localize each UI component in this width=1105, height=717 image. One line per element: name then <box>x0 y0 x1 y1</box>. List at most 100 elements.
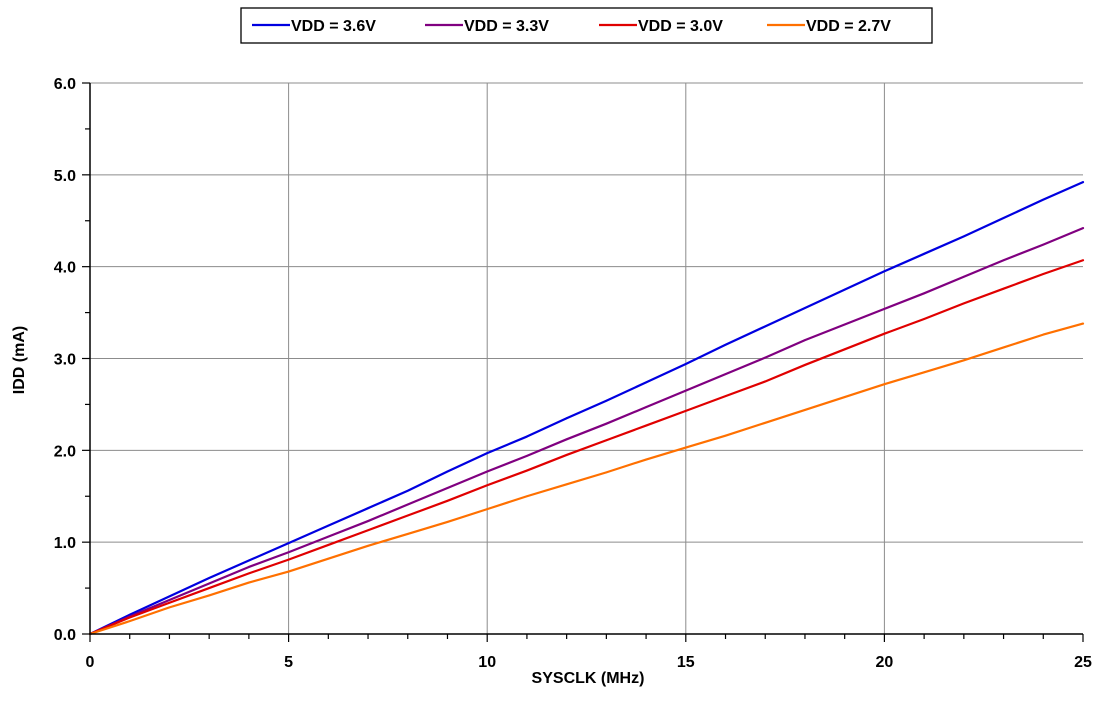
data-point <box>645 406 647 409</box>
data-point <box>645 381 647 384</box>
data-point <box>1082 227 1084 229</box>
data-point <box>764 356 767 359</box>
data-point <box>168 601 171 604</box>
data-point <box>486 452 489 454</box>
data-point <box>843 288 846 291</box>
data-point <box>1002 346 1005 349</box>
grid <box>90 82 1083 634</box>
y-tick-label: 2.0 <box>54 443 76 460</box>
data-point <box>962 235 965 238</box>
data-point <box>724 395 727 398</box>
data-point <box>1002 259 1005 262</box>
data-point <box>526 495 528 498</box>
data-point <box>208 577 211 579</box>
data-point <box>208 587 211 589</box>
y-tick-label: 6.0 <box>54 76 76 93</box>
data-point <box>247 581 250 584</box>
data-point <box>843 323 846 326</box>
data-point <box>764 421 767 424</box>
data-point <box>406 503 409 506</box>
data-point <box>923 318 926 320</box>
data-point <box>168 595 171 598</box>
data-point <box>804 364 806 366</box>
data-point <box>247 559 250 562</box>
x-axis-title: SYSCLK (MHz) <box>532 670 645 687</box>
data-point <box>724 343 727 346</box>
data-point <box>406 489 409 492</box>
data-point <box>883 332 886 335</box>
data-point <box>287 551 290 554</box>
data-point <box>843 348 846 351</box>
data-point <box>684 389 687 392</box>
data-point <box>883 270 886 273</box>
axes <box>82 82 1084 642</box>
data-point <box>962 359 965 362</box>
series-line-4 <box>88 322 1085 636</box>
data-point <box>526 435 528 438</box>
data-point <box>923 252 926 255</box>
data-point <box>724 434 727 437</box>
data-point <box>923 292 926 295</box>
series-line-2 <box>88 227 1085 636</box>
data-point <box>1042 243 1045 246</box>
series-line-1 <box>88 181 1085 636</box>
data-point <box>128 613 131 616</box>
data-point <box>1042 198 1045 201</box>
data-point <box>208 594 211 597</box>
data-point <box>446 521 449 523</box>
data-point <box>406 533 409 535</box>
data-point <box>327 524 330 527</box>
data-point <box>923 371 926 374</box>
data-point <box>486 508 489 511</box>
data-point <box>486 470 489 473</box>
data-point <box>605 439 608 442</box>
data-point <box>327 544 330 546</box>
data-point <box>168 606 171 609</box>
data-point <box>367 529 369 532</box>
data-point <box>764 325 767 328</box>
y-axis-title: IDD (mA) <box>11 326 28 394</box>
data-point <box>446 487 449 489</box>
x-tick-label: 15 <box>677 654 695 671</box>
data-point <box>1042 273 1045 275</box>
data-point <box>684 363 687 365</box>
data-point <box>804 409 806 411</box>
x-tick-label: 20 <box>876 654 894 671</box>
series-line-3 <box>88 259 1085 636</box>
data-point <box>367 507 369 510</box>
data-point <box>247 566 250 568</box>
data-point <box>287 570 290 573</box>
data-point <box>962 302 965 305</box>
data-point <box>367 544 369 547</box>
data-point <box>1002 287 1005 290</box>
x-tick-label: 5 <box>284 654 293 671</box>
y-tick-label: 4.0 <box>54 260 76 277</box>
data-point <box>843 396 846 398</box>
data-point <box>565 417 568 420</box>
data-point <box>526 454 528 457</box>
data-point <box>287 542 290 544</box>
data-point <box>526 469 528 472</box>
data-point <box>724 373 727 376</box>
y-tick-label: 1.0 <box>54 535 76 552</box>
data-point <box>684 446 687 449</box>
x-tick-label: 10 <box>478 654 496 671</box>
data-point <box>1082 322 1084 325</box>
data-point <box>565 454 568 456</box>
data-point <box>1042 333 1045 336</box>
data-point <box>883 308 886 310</box>
y-tick-label: 0.0 <box>54 627 76 644</box>
x-tick-label: 25 <box>1074 654 1092 671</box>
data-point <box>367 520 369 522</box>
data-point <box>1002 217 1005 219</box>
data-point <box>486 484 489 487</box>
data-point <box>645 424 647 427</box>
series-lines <box>88 181 1085 636</box>
tick-labels: 0 5 10 15 20 25 0.0 1.0 2.0 3.0 4.0 5.0 6.0 <box>54 76 1092 671</box>
data-point <box>605 471 608 474</box>
data-point <box>804 307 806 309</box>
x-tick-label: 0 <box>86 654 95 671</box>
data-point <box>645 458 647 461</box>
data-point <box>327 557 330 560</box>
